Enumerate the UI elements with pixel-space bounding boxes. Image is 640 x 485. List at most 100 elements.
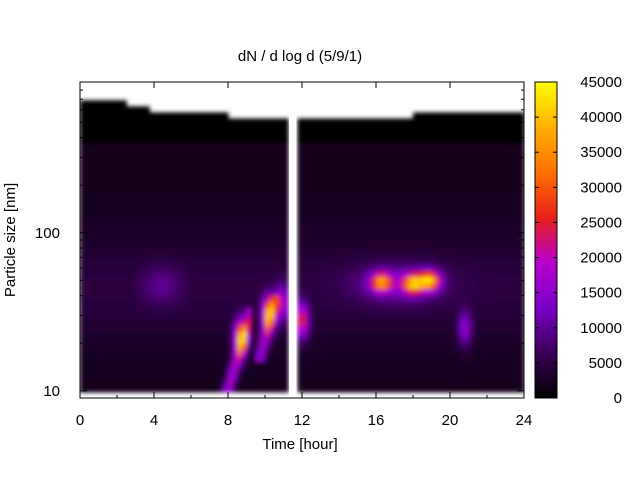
heatmap-cell <box>84 154 90 162</box>
heatmap-cell <box>357 300 363 308</box>
heatmap-cell <box>436 264 442 271</box>
heatmap-cell <box>163 179 169 186</box>
heatmap-cell <box>380 154 386 162</box>
heatmap-cell <box>505 221 511 229</box>
heatmap-cell <box>241 349 248 357</box>
heatmap-cell <box>297 276 303 284</box>
heatmap-cell <box>209 312 215 320</box>
heatmap-cell <box>399 319 405 326</box>
heatmap-cell <box>343 209 349 217</box>
heatmap-cell <box>223 179 229 186</box>
heatmap-cell <box>477 355 483 363</box>
heatmap-cell <box>311 179 317 186</box>
heatmap-cell <box>195 161 201 168</box>
heatmap-cell <box>500 312 507 320</box>
heatmap-cell <box>431 191 437 199</box>
heatmap-cell <box>112 300 118 308</box>
heatmap-cell <box>454 191 460 199</box>
heatmap-cell <box>144 264 150 271</box>
heatmap-cell <box>399 118 405 126</box>
heatmap-cell <box>158 148 164 156</box>
heatmap-cell <box>89 124 95 132</box>
heatmap-cell <box>158 294 164 302</box>
heatmap-cell <box>167 276 174 284</box>
heatmap-cell <box>112 221 118 229</box>
heatmap-cell <box>431 173 437 180</box>
heatmap-cell <box>426 270 433 278</box>
heatmap-cell <box>302 179 308 186</box>
heatmap-cell <box>477 361 483 369</box>
heatmap-cell <box>93 179 100 186</box>
heatmap-cell <box>431 264 437 271</box>
heatmap-cell <box>297 191 303 199</box>
heatmap-cell <box>491 173 497 180</box>
heatmap-cell <box>135 361 141 369</box>
heatmap-cell <box>89 179 95 186</box>
heatmap-cell <box>223 142 229 150</box>
heatmap-cell <box>98 136 104 144</box>
heatmap-cell <box>117 325 123 332</box>
heatmap-cell <box>246 264 252 271</box>
heatmap-cell <box>158 124 164 132</box>
heatmap-cell <box>440 154 446 162</box>
heatmap-cell <box>154 264 160 271</box>
heatmap-cell <box>89 258 95 265</box>
heatmap-cell <box>144 118 150 126</box>
heatmap-cell <box>84 118 90 126</box>
heatmap-cell <box>371 203 377 211</box>
heatmap-cell <box>154 240 160 247</box>
heatmap-cell <box>121 148 127 156</box>
heatmap-cell <box>283 312 289 320</box>
heatmap-cell <box>140 379 146 387</box>
heatmap-cell <box>315 161 322 168</box>
heatmap-cell <box>408 276 414 284</box>
heatmap-cell <box>135 343 141 350</box>
heatmap-cell <box>255 191 261 199</box>
heatmap-cell <box>334 367 340 375</box>
heatmap-cell <box>362 215 368 223</box>
heatmap-cell <box>463 319 470 326</box>
heatmap-cell <box>366 258 372 265</box>
heatmap-cell <box>274 215 280 223</box>
heatmap-cell <box>223 276 229 284</box>
heatmap-cell <box>487 154 493 162</box>
heatmap-cell <box>93 361 100 369</box>
heatmap-cell <box>477 264 483 271</box>
heatmap-cell <box>283 355 289 363</box>
heatmap-cell <box>371 252 377 259</box>
heatmap-cell <box>376 288 382 296</box>
heatmap-cell <box>473 319 479 326</box>
heatmap-cell <box>223 148 229 156</box>
heatmap-cell <box>380 124 386 132</box>
heatmap-cell <box>436 215 442 223</box>
heatmap-cell <box>357 258 363 265</box>
heatmap-cell <box>107 325 113 332</box>
heatmap-cell <box>149 112 155 120</box>
heatmap-cell <box>450 215 456 223</box>
heatmap-cell <box>107 306 113 314</box>
heatmap-cell <box>228 191 234 199</box>
heatmap-cell <box>181 312 187 320</box>
heatmap-cell <box>357 282 363 290</box>
heatmap-cell <box>269 312 275 320</box>
heatmap-cell <box>459 173 465 180</box>
heatmap-cell <box>348 300 354 308</box>
heatmap-cell <box>385 294 391 302</box>
heatmap-cell <box>473 312 479 320</box>
heatmap-cell <box>408 379 414 387</box>
heatmap-cell <box>510 197 516 205</box>
heatmap-cell <box>431 252 437 259</box>
heatmap-cell <box>329 185 335 192</box>
heatmap-cell <box>186 124 192 132</box>
heatmap-cell <box>265 373 271 381</box>
heatmap-cell <box>265 191 271 199</box>
heatmap-cell <box>348 142 354 150</box>
heatmap-cell <box>399 282 405 290</box>
heatmap-cell <box>93 167 100 174</box>
heatmap-cell <box>172 246 178 253</box>
heatmap-cell <box>320 227 326 235</box>
heatmap-cell <box>172 367 178 375</box>
colorbar-tick-label: 5000 <box>589 355 622 372</box>
heatmap-cell <box>343 252 349 259</box>
heatmap-cell <box>117 294 123 302</box>
